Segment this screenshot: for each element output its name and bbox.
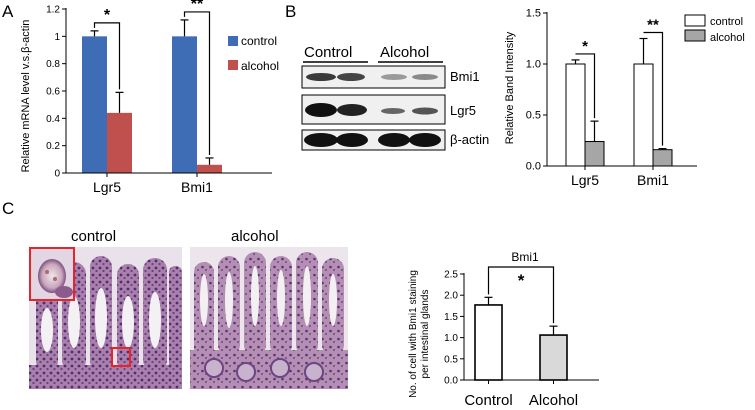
chart-b-y-tick-label: 1.5	[526, 8, 541, 20]
blot-band	[381, 108, 405, 114]
blot-band	[337, 104, 367, 116]
blot-band	[381, 74, 407, 80]
chart-b-y-tick-label: 1.0	[526, 59, 541, 71]
panel-letter-c: C	[2, 199, 14, 218]
histology-inset-cell	[38, 259, 66, 293]
chart-b-legend-control: control	[710, 16, 743, 28]
chart-a-bar-alcohol-bmi1	[197, 164, 222, 173]
chart-a-y-tick-label: 1.2	[46, 5, 60, 16]
chart-a-bar-control-lgr5	[82, 36, 107, 174]
chart-a-significance-marker: *	[104, 7, 111, 24]
chart-a-x-tick-label: Lgr5	[93, 179, 121, 195]
chart-c-y-tick-label: 1.0	[444, 333, 458, 344]
chart-c-y-tick-label: 0.0	[444, 376, 458, 387]
chart-b-y-tick-label: 0.5	[526, 110, 541, 122]
chart-a-bar-alcohol-lgr5	[107, 112, 132, 173]
chart-c-title: Bmi1	[511, 250, 539, 264]
chart-c-significance-bracket	[487, 266, 555, 324]
chart-a-y-tick-label: 0.4	[46, 114, 60, 125]
chart-c-x-tick-label: Control	[464, 392, 512, 409]
histology-alcohol-label: alcohol	[231, 228, 279, 245]
chart-b-x-tick-label: Bmi1	[637, 172, 669, 188]
chart-b-y-axis-label: Relative Band Intensity	[504, 31, 516, 144]
chart-c-bar-alcohol	[539, 334, 568, 381]
chart-b-significance-marker: **	[647, 17, 659, 34]
panel-letter-a: A	[2, 2, 14, 21]
chart-b-legend-swatch-alcohol	[684, 29, 706, 42]
chart-a-x-tick-label: Bmi1	[181, 179, 213, 195]
blot-band	[337, 73, 365, 81]
histology-alcohol: alcohol	[190, 228, 348, 389]
histology-alcohol-villi	[194, 252, 344, 382]
blot-band	[412, 107, 438, 115]
chart-a-y-tick-label: 0.8	[46, 59, 60, 70]
chart-a-significance-bracket	[93, 22, 121, 90]
chart-b-significance-bracket	[643, 31, 664, 146]
chart-c: Bmi1 No. of cell with Bmi1 staining per …	[408, 250, 599, 409]
chart-c-y-axis-label-line1: No. of cell with Bmi1 staining	[408, 270, 419, 398]
blot-band	[409, 133, 441, 147]
chart-a-legend-alcohol: alcohol	[241, 59, 279, 73]
blot-band	[305, 103, 337, 117]
chart-a-y-tick-label: 0	[54, 169, 60, 180]
blot-strip-beta-actin	[301, 129, 446, 151]
chart-b-significance-marker: *	[582, 38, 588, 55]
chart-a-legend-swatch-control	[228, 36, 238, 46]
western-blot: Control Alcohol Bmi1 Lgr5 β-actin	[301, 44, 489, 151]
chart-c-y-tick-label: 2.0	[444, 291, 458, 302]
chart-a-y-tick-label: 0.6	[46, 87, 60, 98]
chart-a-y-tick-label: 1	[54, 32, 60, 43]
chart-a: Relative mRNA level v.s.β-actin 0 0.2 0.4 0…	[20, 0, 279, 195]
chart-b-significance-bracket	[575, 53, 596, 119]
chart-b-bar-control-lgr5	[565, 63, 586, 167]
panel-letter-b: B	[285, 2, 296, 21]
chart-a-legend-swatch-alcohol	[228, 60, 238, 70]
chart-b-bar-control-bmi1	[633, 63, 654, 167]
chart-b-x-tick-label: Lgr5	[571, 172, 599, 188]
chart-c-x-tick-label: Alcohol	[529, 392, 578, 409]
chart-c-y-tick-label: 1.5	[444, 312, 458, 323]
histology-highlight-box	[111, 347, 131, 367]
blot-strip-bmi1	[301, 65, 446, 89]
chart-b-legend-swatch-control	[684, 14, 706, 27]
chart-b-legend-alcohol: alcohol	[710, 32, 745, 44]
histology-control-label: control	[71, 228, 116, 245]
chart-b: Relative Band Intensity 0.00.51.01.5 ***…	[504, 8, 745, 189]
blot-group-alcohol: Alcohol	[380, 44, 429, 61]
chart-c-y-axis-label-line2: per intestinal glands	[420, 290, 431, 379]
histology-control: control	[29, 228, 182, 389]
blot-group-control: Control	[304, 44, 352, 61]
blot-band	[378, 133, 410, 147]
chart-a-significance-bracket	[183, 11, 211, 155]
chart-c-y-tick-label: 2.5	[444, 270, 458, 281]
chart-c-bar-control	[474, 304, 503, 381]
chart-a-bar-control-bmi1	[172, 36, 197, 174]
blot-band	[306, 73, 336, 81]
chart-c-y-tick-label: 0.5	[444, 354, 458, 365]
blot-label-beta-actin: β-actin	[450, 132, 489, 147]
chart-b-y-tick-label: 0.0	[526, 161, 541, 173]
chart-b-bar-alcohol-bmi1	[652, 149, 673, 167]
chart-a-y-tick-label: 0.2	[46, 141, 60, 152]
chart-c-significance-marker: *	[518, 271, 525, 290]
blot-band	[304, 133, 338, 147]
chart-a-significance-marker: **	[191, 0, 204, 13]
blot-band	[336, 133, 368, 147]
blot-band	[412, 74, 438, 80]
chart-b-bar-alcohol-lgr5	[584, 141, 605, 167]
blot-label-lgr5: Lgr5	[450, 103, 476, 118]
chart-a-y-axis-label: Relative mRNA level v.s.β-actin	[20, 20, 32, 173]
chart-a-legend-control: control	[241, 34, 277, 48]
blot-label-bmi1: Bmi1	[450, 69, 480, 84]
